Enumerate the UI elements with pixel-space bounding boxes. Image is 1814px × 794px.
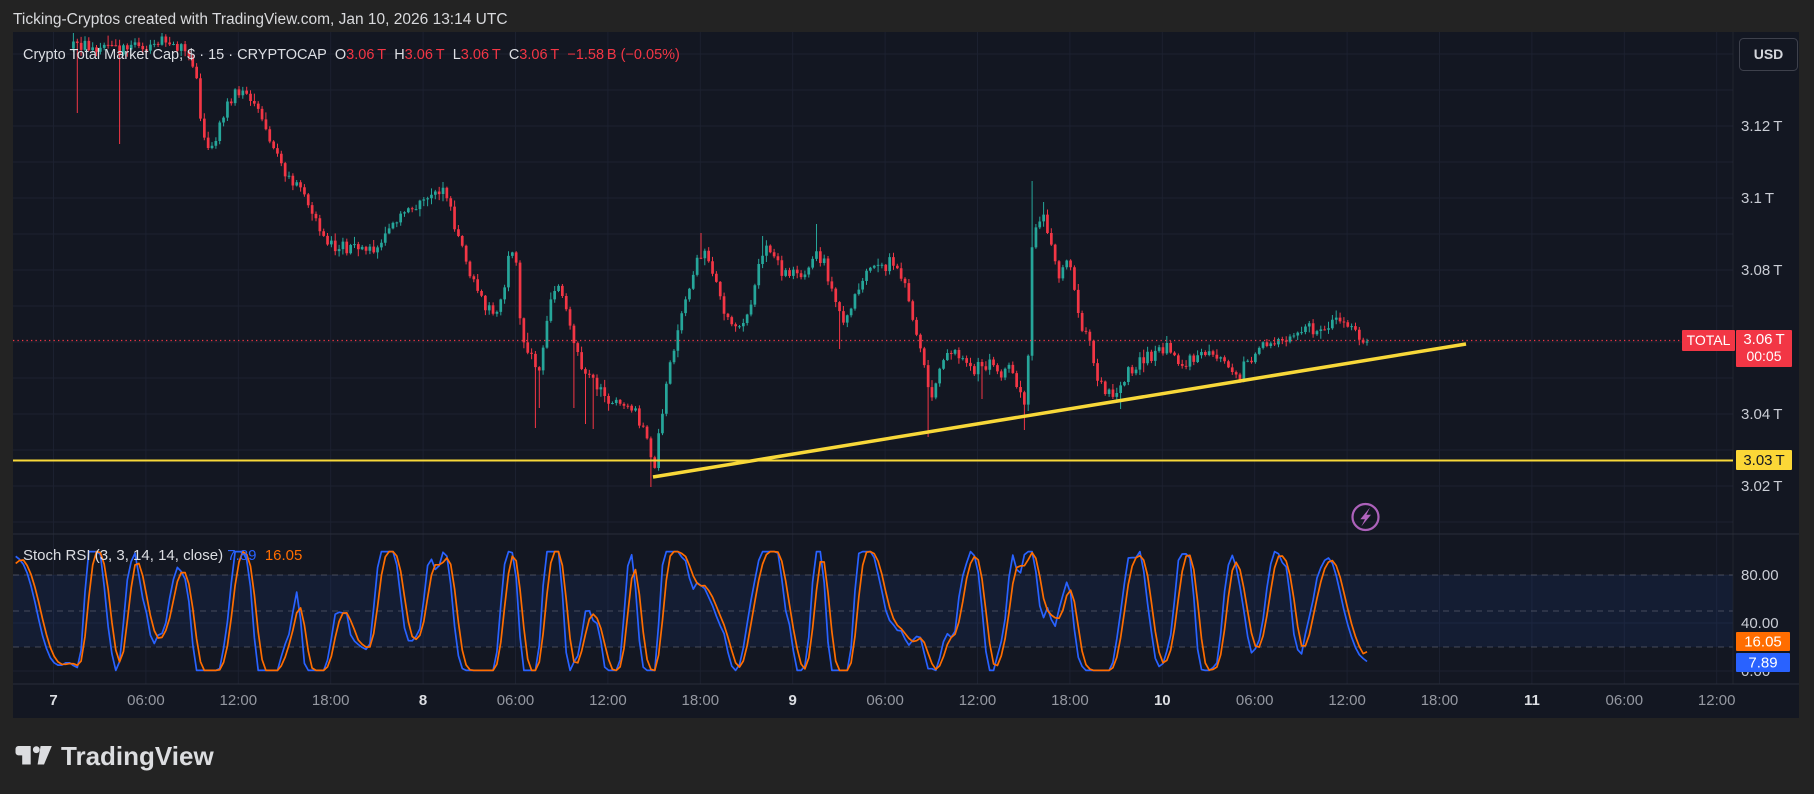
- svg-text:12:00: 12:00: [1328, 692, 1366, 709]
- svg-text:Stoch RSI (3, 3, 14, 14, close: Stoch RSI (3, 3, 14, 14, close) 7.89 16.…: [23, 547, 302, 564]
- svg-text:10: 10: [1154, 692, 1171, 709]
- svg-text:3.03 T: 3.03 T: [1743, 452, 1784, 469]
- svg-text:16.05: 16.05: [1744, 633, 1782, 650]
- svg-text:8: 8: [419, 692, 427, 709]
- svg-text:Ticking-Cryptos created with T: Ticking-Cryptos created with TradingView…: [13, 11, 508, 28]
- svg-text:7.89: 7.89: [1748, 654, 1777, 671]
- svg-text:3.12 T: 3.12 T: [1741, 118, 1782, 135]
- svg-text:9: 9: [789, 692, 797, 709]
- svg-text:06:00: 06:00: [866, 692, 904, 709]
- svg-text:80.00: 80.00: [1741, 567, 1779, 584]
- svg-text:3.06 T: 3.06 T: [1743, 331, 1784, 348]
- svg-text:06:00: 06:00: [1236, 692, 1274, 709]
- svg-text:TradingView: TradingView: [61, 741, 214, 771]
- svg-text:18:00: 18:00: [1051, 692, 1089, 709]
- svg-text:11: 11: [1524, 692, 1540, 709]
- svg-text:12:00: 12:00: [589, 692, 627, 709]
- svg-text:3.02 T: 3.02 T: [1741, 478, 1782, 495]
- svg-text:06:00: 06:00: [127, 692, 165, 709]
- svg-text:00:05: 00:05: [1746, 348, 1781, 364]
- svg-text:40.00: 40.00: [1741, 615, 1779, 632]
- svg-text:Crypto Total Market Cap, $ · 1: Crypto Total Market Cap, $ · 15 · CRYPTO…: [23, 47, 680, 63]
- svg-text:06:00: 06:00: [497, 692, 535, 709]
- svg-text:18:00: 18:00: [312, 692, 350, 709]
- svg-text:USD: USD: [1754, 46, 1784, 62]
- svg-text:18:00: 18:00: [1421, 692, 1459, 709]
- svg-text:7: 7: [49, 692, 57, 709]
- svg-text:06:00: 06:00: [1606, 692, 1644, 709]
- svg-text:12:00: 12:00: [1698, 692, 1736, 709]
- svg-text:3.08 T: 3.08 T: [1741, 262, 1782, 279]
- svg-text:3.1 T: 3.1 T: [1741, 190, 1774, 207]
- svg-text:TOTAL: TOTAL: [1687, 332, 1731, 348]
- svg-text:18:00: 18:00: [682, 692, 720, 709]
- svg-text:12:00: 12:00: [220, 692, 258, 709]
- svg-text:12:00: 12:00: [959, 692, 997, 709]
- svg-text:3.04 T: 3.04 T: [1741, 406, 1782, 423]
